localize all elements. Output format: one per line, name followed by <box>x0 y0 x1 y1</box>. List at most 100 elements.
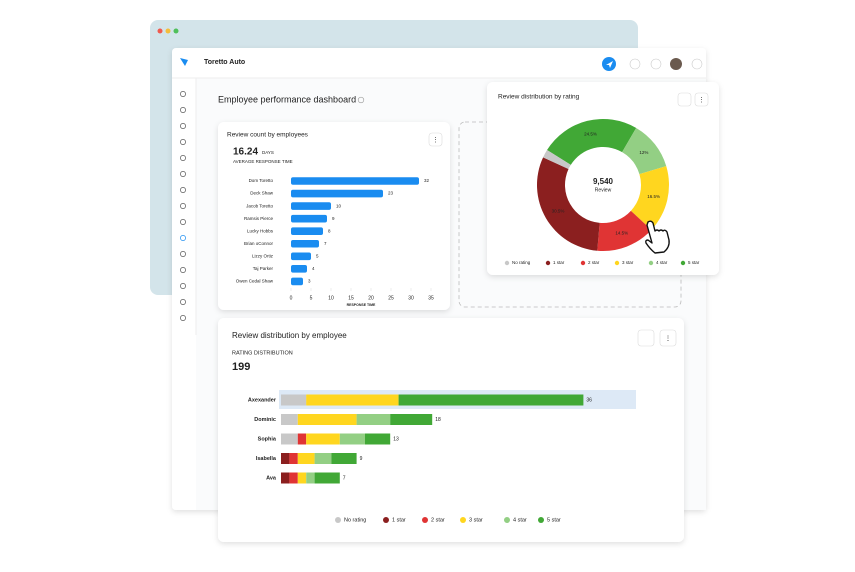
y-tick-label: Ava <box>266 475 277 481</box>
more-button[interactable] <box>428 132 443 147</box>
help-button[interactable] <box>650 58 662 70</box>
x-tick-label: 25 <box>388 295 394 301</box>
sidebar-icon <box>180 187 186 193</box>
donut-chart: 24.5% 12% 16.5% 14.5% 30.5% No rating 1 star 2 … <box>504 118 700 266</box>
x-tick-label: 10 <box>328 295 334 301</box>
y-tick-label: Taj Parker <box>253 266 274 271</box>
hand-cursor <box>645 220 670 254</box>
sidebar-icon <box>180 171 186 177</box>
y-tick-label: Ramsis Pierce <box>244 216 274 221</box>
sidebar-icon <box>180 299 186 305</box>
donut-segment <box>597 210 652 251</box>
bar <box>291 239 319 248</box>
segment-label: 24.5% <box>584 132 597 137</box>
sidebar-icon <box>180 203 186 209</box>
avatar[interactable] <box>670 58 682 70</box>
kpi-unit: DAYS <box>262 150 274 155</box>
more-icon: ⋮ <box>665 335 672 342</box>
legend-swatch <box>545 260 551 266</box>
bar-segment <box>297 472 307 484</box>
more-button[interactable] <box>694 92 709 107</box>
kpi-label: AVERAGE RESPONSE TIME <box>233 159 293 164</box>
legend-swatch <box>335 517 341 523</box>
donut-segment <box>630 166 669 230</box>
bar-segment <box>339 433 365 445</box>
info-icon[interactable] <box>357 96 365 104</box>
send-icon <box>606 61 613 68</box>
y-tick-label: Owen Cedal Shaw <box>236 279 274 284</box>
x-tick-label: 15 <box>348 295 354 301</box>
card <box>218 318 684 542</box>
more-button[interactable] <box>659 329 677 347</box>
legend-swatch <box>504 517 510 523</box>
sidebar-icon <box>180 251 186 257</box>
legend-label: 4 star <box>656 260 668 265</box>
sidebar-icon <box>180 235 186 241</box>
bar <box>291 265 307 273</box>
kpi-value: 16.24 <box>233 147 258 158</box>
bar-segment <box>398 394 584 406</box>
bar-segment <box>289 472 298 484</box>
x-tick-label: 30 <box>408 295 414 301</box>
legend-label: No rating <box>512 260 531 265</box>
bar <box>291 252 311 261</box>
value-label: 23 <box>388 191 394 196</box>
bar-segment <box>297 433 307 445</box>
bar-segment <box>297 453 315 464</box>
filter-button[interactable] <box>677 92 692 107</box>
sidebar-icon <box>180 315 186 321</box>
legend-label: 5 star <box>547 517 561 523</box>
bar-segment <box>365 433 391 445</box>
more-icon: ⋮ <box>433 138 439 144</box>
legend-label: 3 star <box>622 260 634 265</box>
y-tick-label: Deck Shaw <box>250 191 274 196</box>
menu-button[interactable] <box>691 58 703 70</box>
donut-segment <box>536 157 600 251</box>
app-name: Toretto Auto <box>204 59 245 66</box>
total-label: 9 <box>360 456 363 462</box>
legend-label: 4 star <box>513 517 527 523</box>
y-tick-label: Brian oConnor <box>244 241 274 246</box>
segment-label: 30.5% <box>552 208 565 213</box>
sidebar-icon <box>180 107 186 113</box>
total-label: 36 <box>586 397 592 403</box>
bar <box>291 214 327 223</box>
bell-button[interactable] <box>629 58 641 70</box>
sidebar-icon <box>180 283 186 289</box>
legend-label: 2 star <box>431 517 445 523</box>
bar-segment <box>314 472 340 484</box>
card-title: Review distribution by rating <box>498 94 580 101</box>
card-title: Review distribution by employee <box>232 331 347 340</box>
stacked-bar-chart: Axexander 36 Dominic 18 Sophia 13 Isabella 9 Ava… <box>248 394 592 523</box>
bar-segment <box>390 414 433 425</box>
bar <box>291 177 419 185</box>
filter-button[interactable] <box>637 329 655 347</box>
sidebar-icon <box>180 123 186 129</box>
card-title: Review count by employees <box>227 132 309 139</box>
x-tick-label: 20 <box>368 295 374 301</box>
kpi-label: RATING DISTRIBUTION <box>232 350 293 356</box>
window-dot <box>165 28 171 34</box>
kpi-value: 199 <box>232 361 250 373</box>
bar-segment <box>289 453 298 464</box>
total-label: 7 <box>343 475 346 481</box>
legend-label: 1 star <box>392 517 406 523</box>
bar-segment <box>281 433 298 445</box>
legend-label: 5 star <box>688 260 700 265</box>
donut-segment <box>543 150 571 170</box>
legend-swatch <box>680 260 686 266</box>
sidebar-icon <box>180 219 186 225</box>
x-tick-label: 35 <box>428 295 434 301</box>
card <box>487 82 719 275</box>
bar-segment <box>306 394 399 406</box>
y-tick-label: Dom Toretto <box>249 178 274 183</box>
x-tick-label: 5 <box>310 295 313 301</box>
window-dot <box>173 28 179 34</box>
y-tick-label: Dominic <box>254 417 276 423</box>
bar <box>291 202 331 210</box>
bar-segment <box>281 472 290 484</box>
y-tick-label: Sophia <box>258 436 277 442</box>
bar-segment <box>306 472 315 484</box>
